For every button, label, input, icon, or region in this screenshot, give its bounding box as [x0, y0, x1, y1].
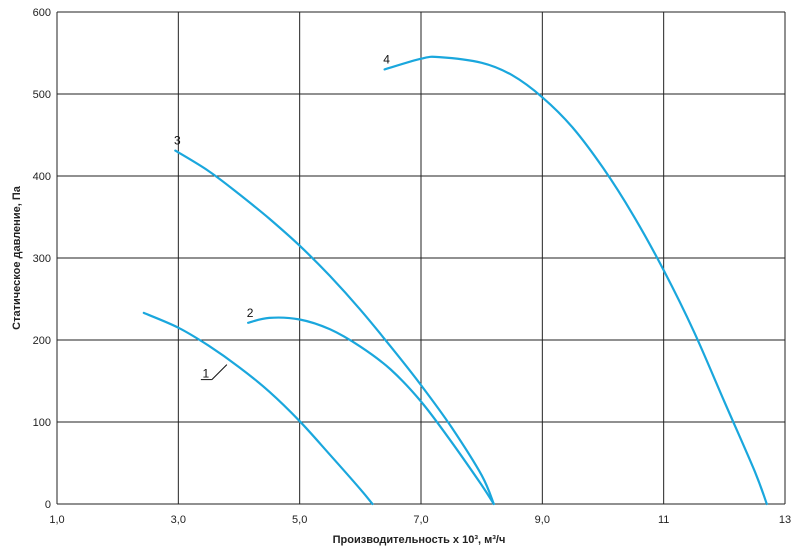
series-2-line: [247, 316, 495, 506]
x-tick-label: 3,0: [171, 514, 186, 526]
curve-labels: 1 2 3 4: [174, 52, 390, 380]
series-1-label: 1: [203, 367, 210, 381]
x-tick-label: 1,0: [49, 514, 64, 526]
y-axis-title: Статическое давление, Па: [11, 185, 23, 330]
y-tick-label: 600: [33, 7, 51, 19]
x-axis-title: Производительность x 10³, м³/ч: [333, 534, 506, 546]
y-tick-label: 200: [33, 335, 51, 347]
series-1-leader: [211, 364, 228, 380]
series-4-line: [383, 55, 768, 506]
y-tick-label: 300: [33, 253, 51, 265]
y-tick-label: 100: [33, 417, 51, 429]
series-1-line: [142, 311, 374, 506]
series-3-line: [174, 149, 495, 506]
x-tick-label: 7,0: [413, 514, 428, 526]
y-tick-label: 500: [33, 89, 51, 101]
y-tick-label: 0: [45, 499, 51, 511]
grid: [56, 11, 786, 505]
x-tick-label: 13: [779, 514, 791, 526]
series-3-label: 3: [174, 134, 181, 148]
x-tick-label: 11: [658, 514, 669, 526]
x-tick-label: 5,0: [292, 514, 307, 526]
series-2-label: 2: [247, 306, 254, 320]
y-tick-label: 400: [33, 171, 51, 183]
x-tick-label: 9,0: [535, 514, 550, 526]
series-4-label: 4: [383, 52, 390, 66]
curves: [142, 55, 768, 506]
